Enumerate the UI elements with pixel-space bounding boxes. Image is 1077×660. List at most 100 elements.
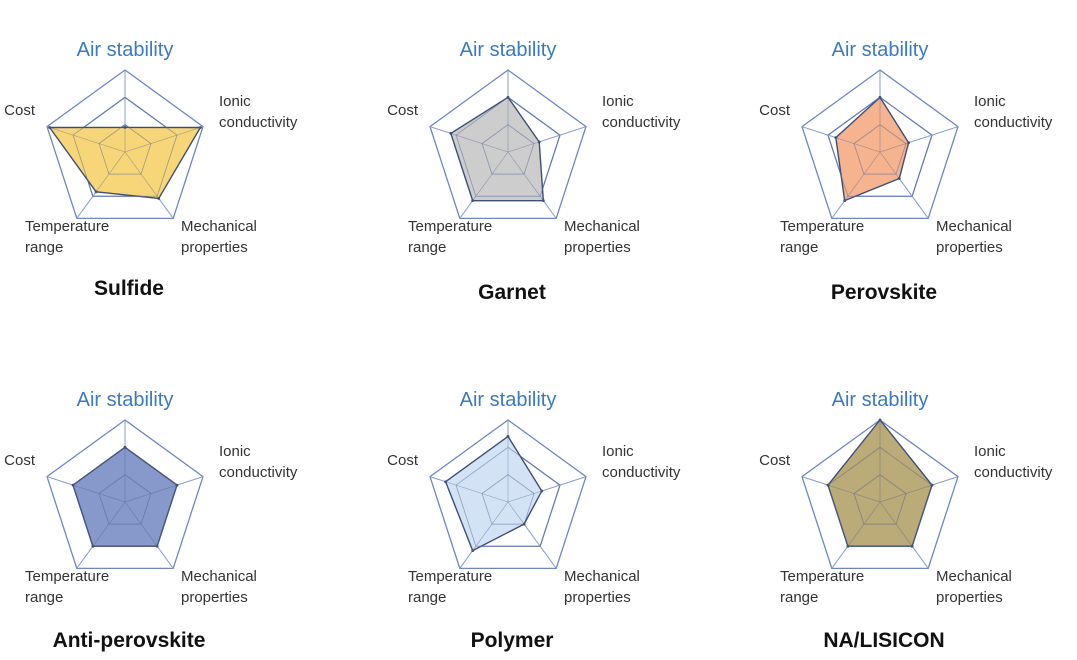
data-point-temperature-range	[471, 199, 475, 203]
data-point-air-stability	[123, 445, 127, 449]
grid-spoke-overlay	[847, 501, 881, 547]
data-point-ionic-conductivity	[540, 489, 544, 493]
grid-ring-overlay	[853, 474, 907, 525]
grid-spoke-overlay	[124, 484, 178, 503]
axis-label-range: range	[25, 239, 63, 256]
grid-ring-3	[429, 69, 587, 219]
data-point-ionic-conductivity	[175, 483, 179, 487]
radar-chart-garnet: Air stability Ionic conductivity Cost Temper…	[387, 39, 681, 304]
axis-label-mechanical: Mechanical	[936, 568, 1012, 585]
data-polygon	[444, 435, 543, 552]
axis-label-mechanical: Mechanical	[564, 218, 640, 235]
data-polygon	[835, 96, 910, 202]
data-point-cost	[48, 126, 52, 129]
data-point-cost	[834, 136, 838, 140]
chart-title: NA/LISICON	[823, 629, 944, 652]
axis-label-mechanical: Mechanical	[936, 218, 1012, 235]
radar-chart-polymer: Air stability Ionic conductivity Cost Temper…	[387, 389, 681, 652]
grid-ring-overlay	[481, 124, 535, 175]
data-point-mechanical-properties	[155, 544, 159, 548]
data-point-air-stability	[506, 95, 510, 99]
grid-ring-3	[801, 69, 959, 219]
grid-spoke-overlay	[124, 127, 201, 153]
grid-spoke-overlay	[49, 127, 126, 153]
axis-label-range: range	[780, 589, 818, 606]
axis-label-temperature: Temperature	[25, 568, 109, 585]
axis-label-air-stability: Air stability	[460, 389, 557, 411]
data-point-mechanical-properties	[910, 544, 914, 548]
grid-spoke-overlay	[827, 484, 881, 503]
axis-label-properties: properties	[564, 239, 631, 256]
axis-label-ionic: Ionic	[974, 93, 1006, 110]
axis-label-ionic: Ionic	[974, 443, 1006, 460]
axis-label-properties: properties	[936, 239, 1003, 256]
axis-label-conductivity: conductivity	[219, 114, 298, 131]
axis-label-temperature: Temperature	[408, 568, 492, 585]
axis-label-ionic: Ionic	[602, 93, 634, 110]
grid-ring-overlay	[98, 474, 152, 525]
axis-label-air-stability: Air stability	[460, 39, 557, 61]
data-point-mechanical-properties	[541, 199, 545, 203]
grid-ring-overlay	[72, 446, 178, 547]
grid-ring-overlay	[72, 96, 178, 197]
axis-label-air-stability: Air stability	[77, 389, 174, 411]
grid-ring-overlay	[827, 446, 933, 547]
radar-chart-anti-perovskite: Air stability Ionic conductivity Cost Temper…	[4, 389, 298, 652]
axis-label-cost: Cost	[759, 102, 791, 119]
grid-spoke-overlay	[879, 151, 900, 179]
grid-spoke-overlay	[507, 151, 544, 201]
grid-spoke-overlay	[879, 142, 909, 153]
chart-title: Sulfide	[94, 277, 164, 300]
data-point-mechanical-properties	[522, 522, 526, 526]
axis-label-conductivity: conductivity	[219, 464, 298, 481]
data-point-ionic-conductivity	[198, 126, 202, 129]
grid-spoke-overlay	[95, 151, 126, 192]
axis-label-mechanical: Mechanical	[181, 218, 257, 235]
axis-label-conductivity: conductivity	[974, 464, 1053, 481]
data-point-air-stability	[506, 435, 510, 438]
axis-label-ionic: Ionic	[602, 443, 634, 460]
axis-label-range: range	[408, 239, 446, 256]
radar-chart-na-lisicon: Air stability Ionic conductivity Cost Temper…	[759, 389, 1053, 652]
axis-label-cost: Cost	[759, 452, 791, 469]
axis-label-properties: properties	[181, 589, 248, 606]
axis-label-air-stability: Air stability	[832, 389, 929, 411]
data-point-ionic-conductivity	[930, 483, 934, 487]
axis-label-cost: Cost	[4, 102, 36, 119]
axis-label-cost: Cost	[387, 452, 419, 469]
axis-label-mechanical: Mechanical	[564, 568, 640, 585]
grid-ring-3	[46, 69, 204, 219]
axis-label-temperature: Temperature	[408, 218, 492, 235]
axis-label-air-stability: Air stability	[832, 39, 929, 61]
data-polygon	[450, 96, 545, 202]
axis-label-ionic: Ionic	[219, 443, 251, 460]
data-point-mechanical-properties	[157, 197, 161, 200]
axis-label-cost: Cost	[387, 102, 419, 119]
axis-label-range: range	[780, 239, 818, 256]
grid-ring-overlay	[455, 446, 561, 547]
data-point-air-stability	[878, 95, 882, 99]
axis-label-temperature: Temperature	[25, 218, 109, 235]
data-point-temperature-range	[843, 199, 847, 203]
data-point-mechanical-properties	[897, 177, 901, 180]
axis-label-cost: Cost	[4, 452, 36, 469]
data-point-ionic-conductivity	[907, 141, 910, 145]
grid-spoke-overlay	[507, 490, 542, 503]
axis-label-ionic: Ionic	[219, 93, 251, 110]
axis-label-range: range	[25, 589, 63, 606]
axis-label-properties: properties	[564, 589, 631, 606]
grid-ring-3	[46, 419, 204, 569]
grid-ring-overlay	[827, 96, 933, 197]
axis-label-conductivity: conductivity	[602, 464, 681, 481]
data-point-cost	[826, 483, 830, 487]
grid-spoke-overlay	[879, 484, 933, 503]
chart-title: Perovskite	[831, 281, 937, 304]
axis-label-mechanical: Mechanical	[181, 568, 257, 585]
grid-ring-overlay	[98, 124, 152, 175]
grid-spoke-overlay	[124, 501, 158, 547]
data-point-ionic-conductivity	[537, 140, 541, 144]
grid-spoke-overlay	[835, 137, 881, 153]
grid-spoke-overlay	[844, 151, 881, 201]
grid-spoke-overlay	[472, 151, 509, 201]
